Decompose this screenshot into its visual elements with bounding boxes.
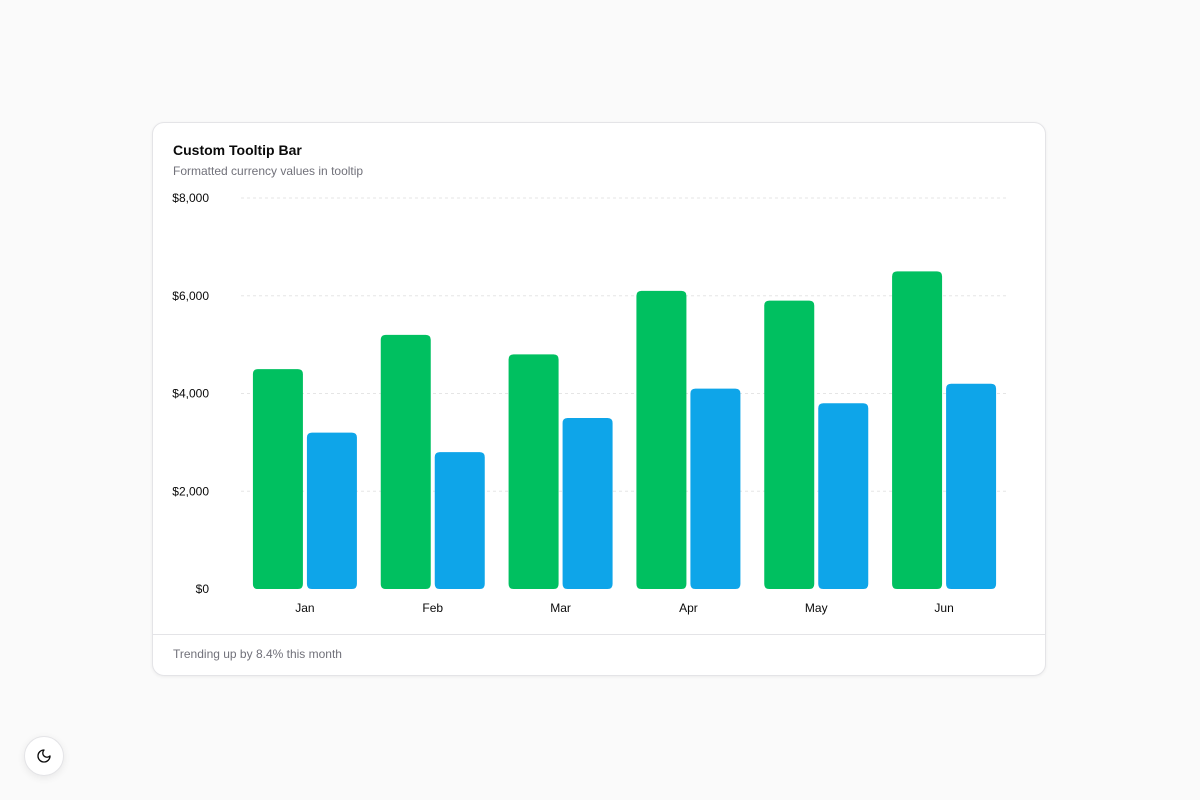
- bar-mar-series-1[interactable]: [508, 354, 559, 589]
- x-tick-label: Jun: [934, 601, 953, 615]
- x-tick-label: Feb: [422, 601, 443, 615]
- bar-may-series-2[interactable]: [818, 403, 869, 589]
- y-tick-label: $8,000: [172, 191, 209, 205]
- card-header: Custom Tooltip Bar Formatted currency va…: [173, 141, 363, 179]
- bar-jan-series-1[interactable]: [252, 369, 303, 589]
- bar-mar-series-2[interactable]: [562, 417, 613, 589]
- y-tick-label: $0: [196, 582, 210, 596]
- x-tick-label: Mar: [550, 601, 571, 615]
- y-axis-ticks: $0 $2,000 $4,000 $6,000 $8,000: [172, 191, 209, 596]
- bar-apr-series-1[interactable]: [636, 290, 687, 589]
- bar-apr-series-2[interactable]: [690, 388, 741, 589]
- card-footer: Trending up by 8.4% this month: [153, 634, 1045, 675]
- moon-icon: [37, 749, 51, 763]
- bar-jun-series-2[interactable]: [946, 383, 997, 589]
- y-tick-label: $4,000: [172, 387, 209, 401]
- bar-may-series-1[interactable]: [764, 300, 815, 589]
- chart-card: Custom Tooltip Bar Formatted currency va…: [152, 122, 1046, 676]
- grid-lines: [241, 197, 1008, 492]
- card-subtitle: Formatted currency values in tooltip: [173, 164, 364, 178]
- bar-chart: $0 $2,000 $4,000 $6,000 $8,000 Jan Feb Mar Apr M…: [172, 191, 1008, 615]
- x-tick-label: Jan: [295, 601, 314, 615]
- bar-feb-series-2[interactable]: [434, 452, 485, 589]
- bar-chart-container: $0 $2,000 $4,000 $6,000 $8,000 Jan Feb Mar Apr M…: [153, 123, 1047, 637]
- x-axis-ticks: Jan Feb Mar Apr May Jun: [295, 601, 954, 615]
- x-tick-label: May: [805, 601, 828, 615]
- bar-jan-series-2[interactable]: [306, 432, 357, 589]
- card-title: Custom Tooltip Bar: [173, 142, 302, 158]
- theme-toggle-button[interactable]: [24, 736, 64, 776]
- y-tick-label: $6,000: [172, 289, 209, 303]
- bar-feb-series-1[interactable]: [380, 334, 431, 589]
- bars: [252, 271, 997, 589]
- x-tick-label: Apr: [679, 601, 698, 615]
- y-tick-label: $2,000: [172, 484, 209, 498]
- bar-jun-series-1[interactable]: [892, 271, 943, 589]
